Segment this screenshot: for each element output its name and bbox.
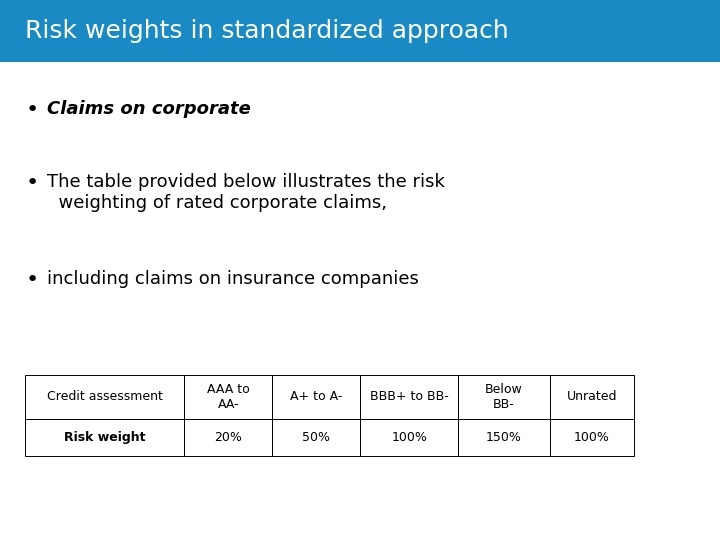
- Text: The table provided below illustrates the risk
  weighting of rated corporate cla: The table provided below illustrates the…: [47, 173, 445, 212]
- Text: •: •: [25, 173, 38, 193]
- Text: 20%: 20%: [215, 431, 242, 444]
- Text: Claims on corporate: Claims on corporate: [47, 100, 251, 118]
- Text: •: •: [25, 270, 38, 290]
- Text: including claims on insurance companies: including claims on insurance companies: [47, 270, 418, 288]
- Text: Unrated: Unrated: [567, 390, 617, 403]
- Text: Risk weight: Risk weight: [64, 431, 145, 444]
- Text: A+ to A-: A+ to A-: [290, 390, 343, 403]
- Text: •: •: [25, 100, 38, 120]
- Text: 100%: 100%: [392, 431, 427, 444]
- Text: 150%: 150%: [486, 431, 522, 444]
- Text: BBB+ to BB-: BBB+ to BB-: [370, 390, 449, 403]
- Text: Risk weights in standardized approach: Risk weights in standardized approach: [25, 19, 509, 43]
- Text: 100%: 100%: [574, 431, 610, 444]
- Text: Credit assessment: Credit assessment: [47, 390, 163, 403]
- Text: AAA to
AA-: AAA to AA-: [207, 383, 250, 411]
- Text: Below
BB-: Below BB-: [485, 383, 523, 411]
- Text: 50%: 50%: [302, 431, 330, 444]
